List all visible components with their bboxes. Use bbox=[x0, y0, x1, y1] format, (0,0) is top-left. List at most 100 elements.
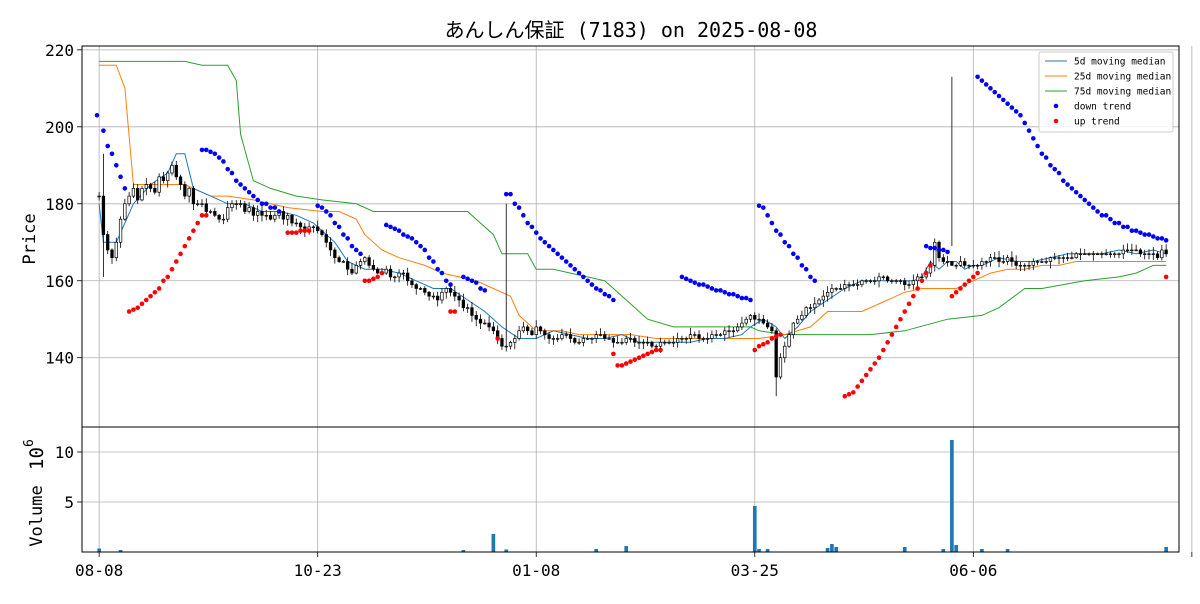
candle-body bbox=[1061, 257, 1065, 259]
candle-body bbox=[136, 188, 140, 201]
candle-body bbox=[320, 230, 324, 235]
down-trend-dot bbox=[1146, 232, 1152, 237]
up-trend-dot bbox=[139, 301, 145, 307]
down-trend-dot bbox=[1125, 224, 1130, 230]
down-trend-dot bbox=[568, 263, 573, 268]
candle-body bbox=[521, 326, 526, 332]
candle-body bbox=[586, 338, 590, 340]
down-trend-dot bbox=[418, 243, 423, 249]
down-trend-dot bbox=[1065, 182, 1070, 187]
down-trend-dot bbox=[786, 243, 792, 249]
candle-body bbox=[1014, 261, 1018, 266]
candle-body bbox=[825, 291, 830, 297]
volume-y-ticks: 5 10 bbox=[55, 443, 82, 512]
candle-body bbox=[795, 318, 800, 324]
volume-bar bbox=[830, 544, 834, 552]
volume-plot-frame bbox=[81, 426, 1180, 553]
down-trend-dot bbox=[709, 286, 715, 291]
candle-body bbox=[123, 203, 127, 220]
candle-body bbox=[504, 345, 508, 348]
down-trend-dot bbox=[572, 266, 578, 272]
down-trend-dot bbox=[705, 284, 710, 289]
down-trend-dot bbox=[761, 205, 766, 210]
down-trend-dot bbox=[988, 86, 993, 91]
down-trend-dot bbox=[113, 163, 119, 168]
trend-dots bbox=[94, 74, 1169, 399]
down-trend-dot bbox=[1056, 170, 1062, 176]
candle-body bbox=[594, 334, 598, 339]
candle-body bbox=[958, 261, 963, 266]
up-trend-dot bbox=[495, 336, 500, 341]
legend-label: 5d moving median bbox=[1074, 57, 1166, 68]
ma25-line bbox=[99, 64, 1167, 339]
candle-body bbox=[680, 338, 684, 340]
candle-body bbox=[770, 326, 774, 332]
x-tick-label: 03-25 bbox=[731, 561, 779, 580]
down-trend-dot bbox=[443, 278, 449, 284]
price-y-ticks: 140 160 180 200 220 bbox=[45, 41, 82, 368]
up-trend-dot bbox=[958, 286, 963, 291]
x-tick-label: 06-06 bbox=[949, 561, 997, 580]
candle-body bbox=[688, 334, 693, 339]
down-trend-dot bbox=[272, 205, 278, 210]
candle-body bbox=[851, 284, 855, 286]
down-trend-dot bbox=[756, 203, 762, 209]
candle-body bbox=[920, 276, 924, 279]
down-trend-dot bbox=[538, 236, 543, 241]
candle-body bbox=[1134, 249, 1138, 252]
candle-body bbox=[286, 214, 290, 220]
candle-body bbox=[753, 315, 757, 320]
candle-body bbox=[787, 334, 791, 347]
legend-label: down trend bbox=[1074, 102, 1131, 113]
down-trend-dot bbox=[726, 291, 732, 297]
candle-body bbox=[650, 341, 654, 347]
down-trend-dot bbox=[735, 293, 740, 299]
candle-body bbox=[774, 330, 778, 378]
up-trend-dot bbox=[366, 278, 372, 284]
candle-body bbox=[333, 249, 337, 259]
candle-body bbox=[975, 265, 980, 267]
candle-body bbox=[508, 341, 513, 347]
down-trend-dot bbox=[525, 220, 530, 226]
candle-body bbox=[478, 318, 483, 324]
up-trend-dot bbox=[842, 393, 848, 399]
up-trend-dot bbox=[889, 332, 895, 337]
candle-body bbox=[281, 211, 286, 220]
down-trend-dot bbox=[439, 270, 445, 276]
down-trend-dot bbox=[405, 234, 410, 239]
candle-body bbox=[363, 257, 367, 262]
down-trend-dot bbox=[1142, 232, 1148, 237]
candle-body bbox=[350, 268, 354, 274]
down-trend-dot bbox=[688, 278, 693, 284]
down-trend-dot bbox=[533, 230, 539, 235]
candle-body bbox=[800, 315, 804, 320]
down-trend-dot bbox=[512, 201, 518, 207]
candle-body bbox=[388, 268, 393, 278]
candle-body bbox=[864, 280, 868, 282]
down-trend-dot bbox=[353, 247, 359, 253]
candle-body bbox=[783, 345, 787, 359]
candle-body bbox=[954, 265, 958, 267]
up-trend-dot bbox=[919, 278, 925, 284]
price-plot-frame bbox=[81, 45, 1180, 428]
candle-body bbox=[894, 280, 898, 282]
legend-box bbox=[1038, 51, 1174, 133]
down-trend-dot bbox=[1133, 228, 1139, 234]
up-trend-dot bbox=[156, 286, 162, 291]
candle-body bbox=[765, 322, 770, 328]
candle-body bbox=[243, 203, 247, 212]
down-trend-dot bbox=[1031, 136, 1036, 141]
down-trend-dot bbox=[941, 247, 946, 253]
down-trend-dot bbox=[743, 295, 749, 301]
candle-body bbox=[723, 330, 727, 335]
candle-body bbox=[1057, 257, 1061, 259]
candle-body bbox=[526, 326, 530, 332]
candle-body bbox=[97, 195, 101, 198]
candle-body bbox=[1023, 265, 1027, 267]
volume-bar bbox=[757, 549, 761, 552]
down-trend-dot bbox=[1052, 166, 1058, 172]
candle-body bbox=[114, 241, 118, 259]
legend: 5d moving median 25d moving median 75d mov… bbox=[1038, 51, 1174, 133]
